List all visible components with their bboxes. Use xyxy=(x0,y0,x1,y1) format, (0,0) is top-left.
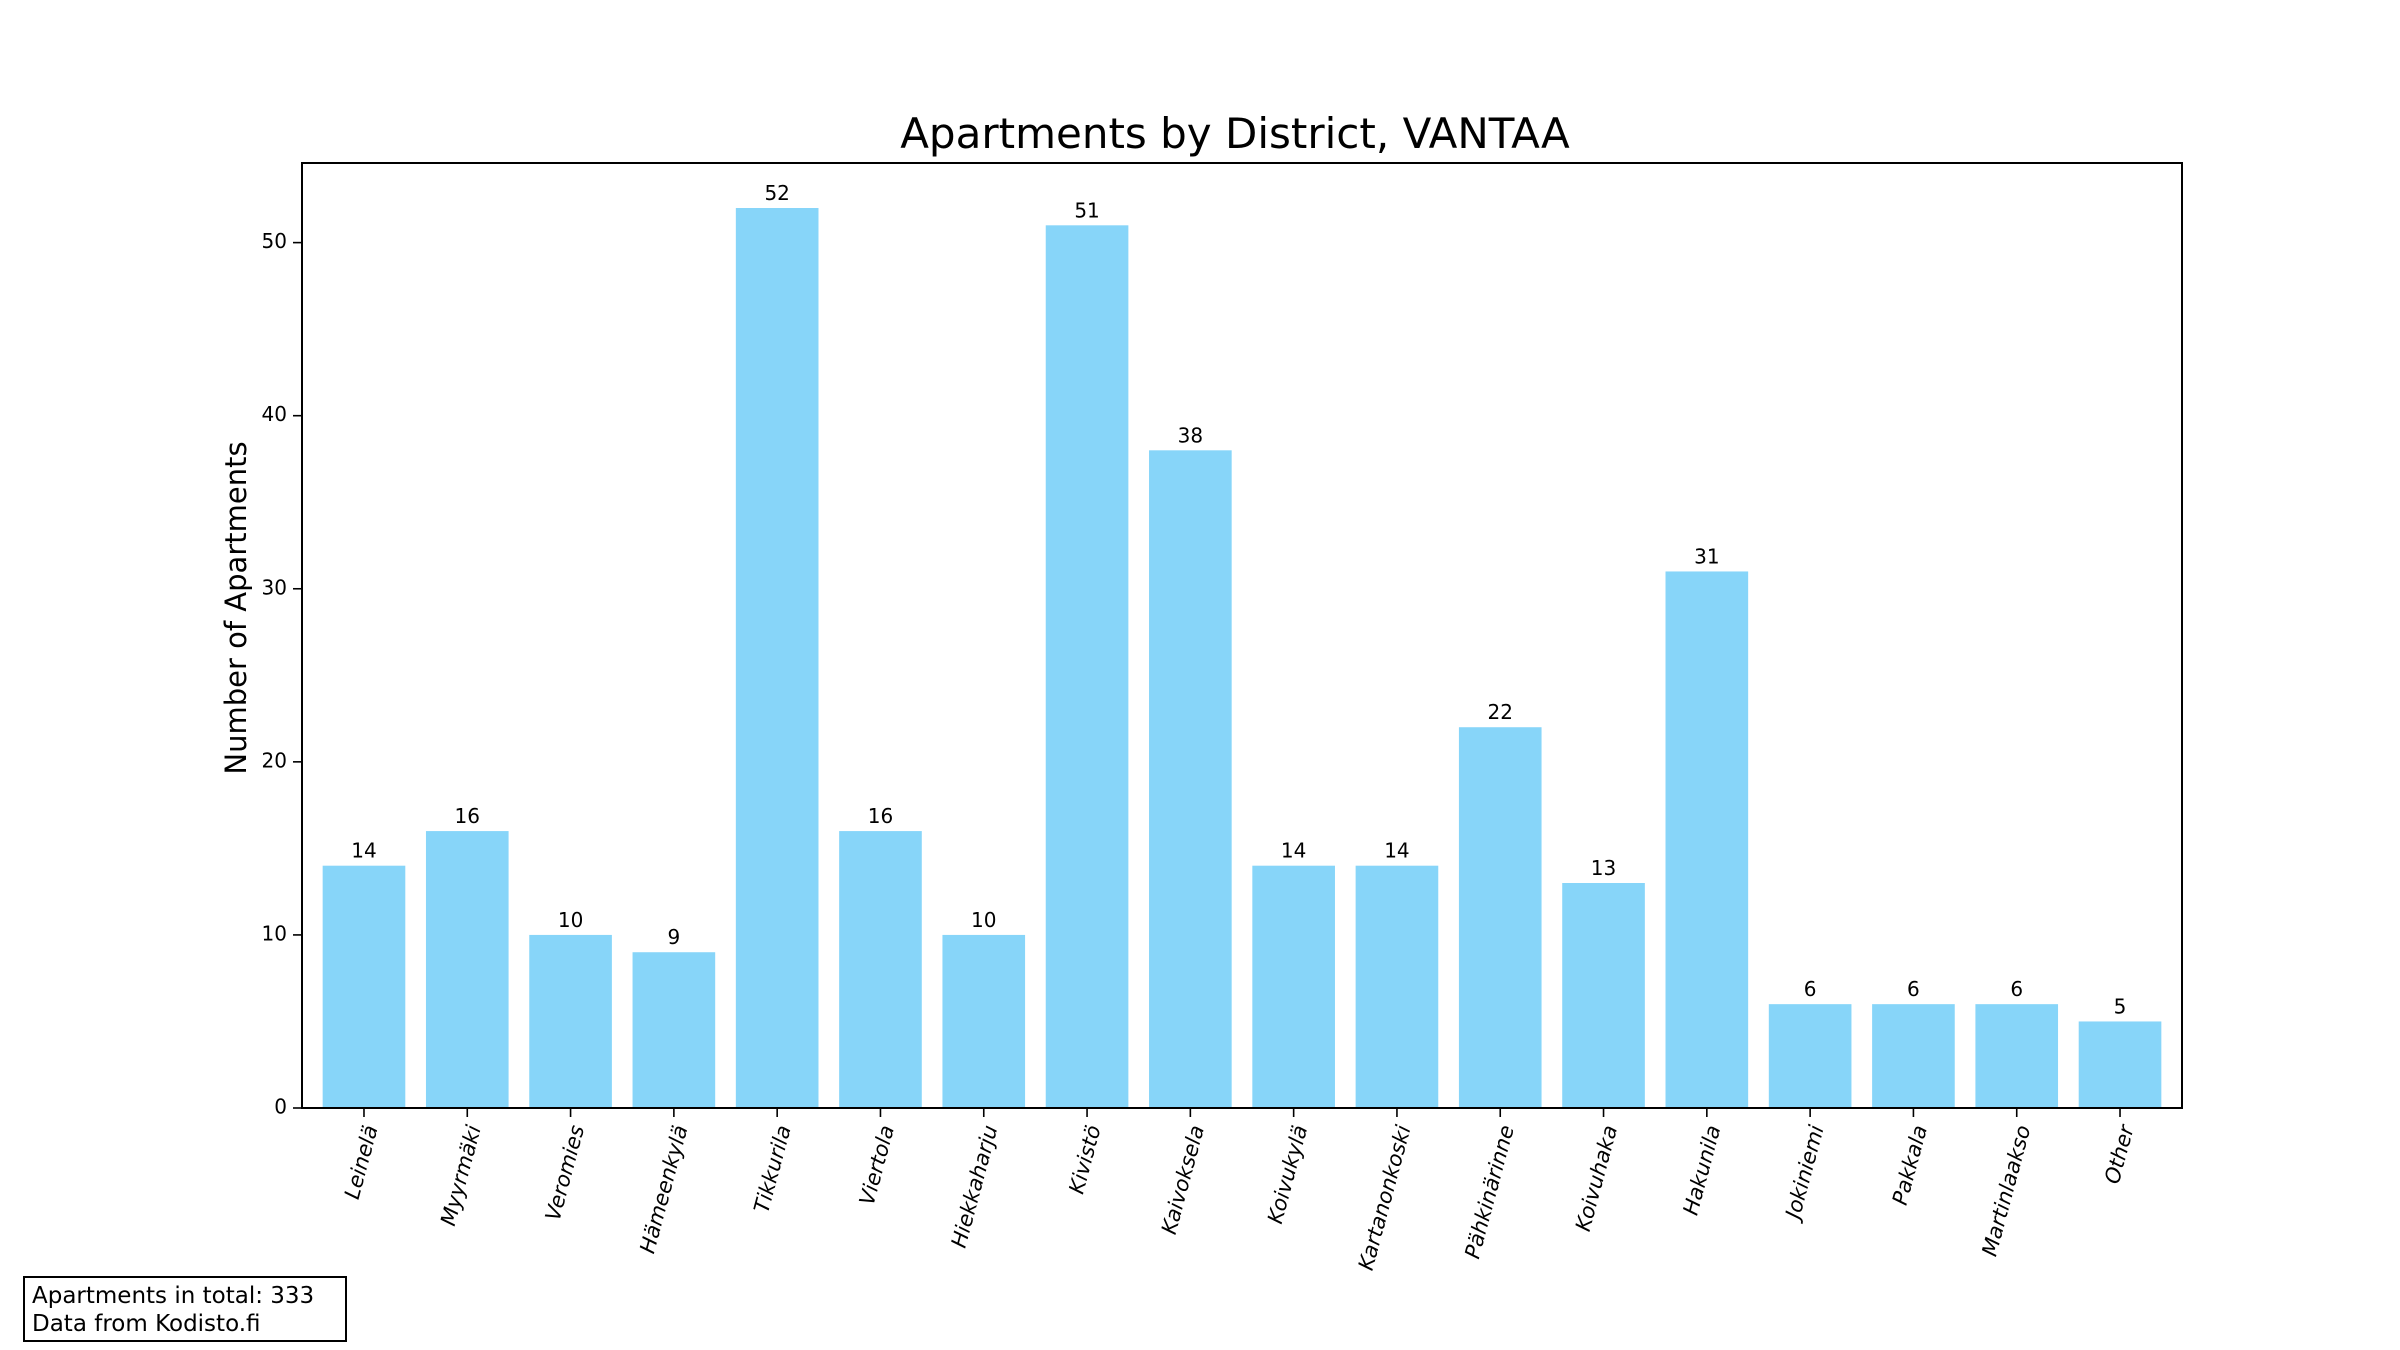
x-tick-label: Hakunila xyxy=(1678,1123,1725,1218)
bar-value-label: 52 xyxy=(764,181,789,205)
y-axis-label: Number of Apartments xyxy=(219,441,253,774)
bars-layer xyxy=(322,208,2162,1109)
bar-value-label: 6 xyxy=(2010,977,2023,1001)
chart-title: Apartments by District, VANTAA xyxy=(900,109,1570,158)
bar xyxy=(1355,865,1439,1108)
bar xyxy=(1458,727,1542,1108)
bar xyxy=(735,208,819,1108)
x-tick-label: Pakkala xyxy=(1888,1123,1932,1208)
bar-value-label: 22 xyxy=(1488,700,1513,724)
bar xyxy=(1665,571,1749,1108)
bar-value-label: 51 xyxy=(1074,198,1099,222)
bar-value-label: 10 xyxy=(971,908,996,932)
x-tick-label: Kartanonkoski xyxy=(1354,1122,1416,1272)
data-source-text: Data from Kodisto.fi xyxy=(32,1311,261,1337)
bar xyxy=(1872,1004,1955,1108)
plot-frame xyxy=(301,162,2183,1109)
x-tick-label: Pähkinärinne xyxy=(1460,1123,1519,1262)
bar-value-label: 14 xyxy=(1281,839,1306,863)
bar-value-label: 10 xyxy=(558,908,583,932)
bar-value-label: 6 xyxy=(1804,977,1817,1001)
y-tick-label: 20 xyxy=(262,748,287,772)
x-tick-label: Kaivoksela xyxy=(1157,1123,1209,1237)
data-labels-layer: 14 16 10 9 52 16 10 51 38 14 14 22 13 31 6 6 6 5 xyxy=(351,181,2126,1018)
bar-value-label: 16 xyxy=(868,804,893,828)
y-tick-label: 40 xyxy=(262,402,287,426)
x-tick-label: Hämeenkylä xyxy=(635,1123,692,1256)
y-tick-label: 0 xyxy=(274,1095,287,1119)
total-apartments-text: Apartments in total: 333 xyxy=(32,1283,315,1309)
bar-value-label: 31 xyxy=(1694,544,1719,568)
bar xyxy=(2078,1021,2162,1108)
x-tick-label: Koivuhaka xyxy=(1571,1123,1622,1234)
bar-value-label: 38 xyxy=(1178,423,1203,447)
y-tick-label: 50 xyxy=(262,229,287,253)
bar xyxy=(1252,865,1335,1108)
bar xyxy=(839,831,922,1108)
bar-value-label: 16 xyxy=(455,804,480,828)
x-tick-label: Kivistö xyxy=(1064,1123,1105,1197)
x-tick-label: Koivukylä xyxy=(1263,1123,1312,1227)
bar xyxy=(425,831,509,1108)
bar-value-label: 6 xyxy=(1907,977,1920,1001)
x-tick-label: Jokiniemi xyxy=(1780,1122,1829,1224)
bar-value-label: 14 xyxy=(1384,839,1409,863)
x-tick-label: Tikkurila xyxy=(749,1123,795,1216)
bar-value-label: 13 xyxy=(1591,856,1616,880)
bar xyxy=(942,934,1026,1108)
y-tick-label: 30 xyxy=(262,575,287,599)
y-tick-label: 10 xyxy=(262,921,287,945)
x-tick-label: Hiekkaharju xyxy=(947,1123,1003,1251)
x-tick-label: Viertola xyxy=(855,1123,899,1208)
bar xyxy=(322,865,406,1108)
x-tick-label: Myyrmäki xyxy=(436,1122,486,1228)
bar xyxy=(1149,450,1232,1108)
bar xyxy=(632,952,716,1108)
x-tick-label: Martinlaakso xyxy=(1977,1123,2035,1259)
bar xyxy=(1045,225,1129,1109)
y-axis-ticks: 0 10 20 30 40 50 xyxy=(262,229,302,1119)
bar-value-label: 5 xyxy=(2114,994,2127,1018)
bar xyxy=(1975,1004,2059,1108)
bar xyxy=(1768,1004,1852,1108)
bar-value-label: 14 xyxy=(351,839,376,863)
x-axis-ticks: Leinelä Myyrmäki Veromies Hämeenkylä Tikkuri… xyxy=(340,1108,2139,1273)
bar-value-label: 9 xyxy=(668,925,681,949)
x-tick-label: Other xyxy=(2100,1121,2139,1186)
x-tick-label: Leinelä xyxy=(340,1123,383,1202)
bar xyxy=(529,934,612,1108)
total-info-box: Apartments in total: 333 Data from Kodis… xyxy=(23,1276,347,1342)
bar xyxy=(1562,883,1645,1108)
x-tick-label: Veromies xyxy=(541,1123,589,1224)
